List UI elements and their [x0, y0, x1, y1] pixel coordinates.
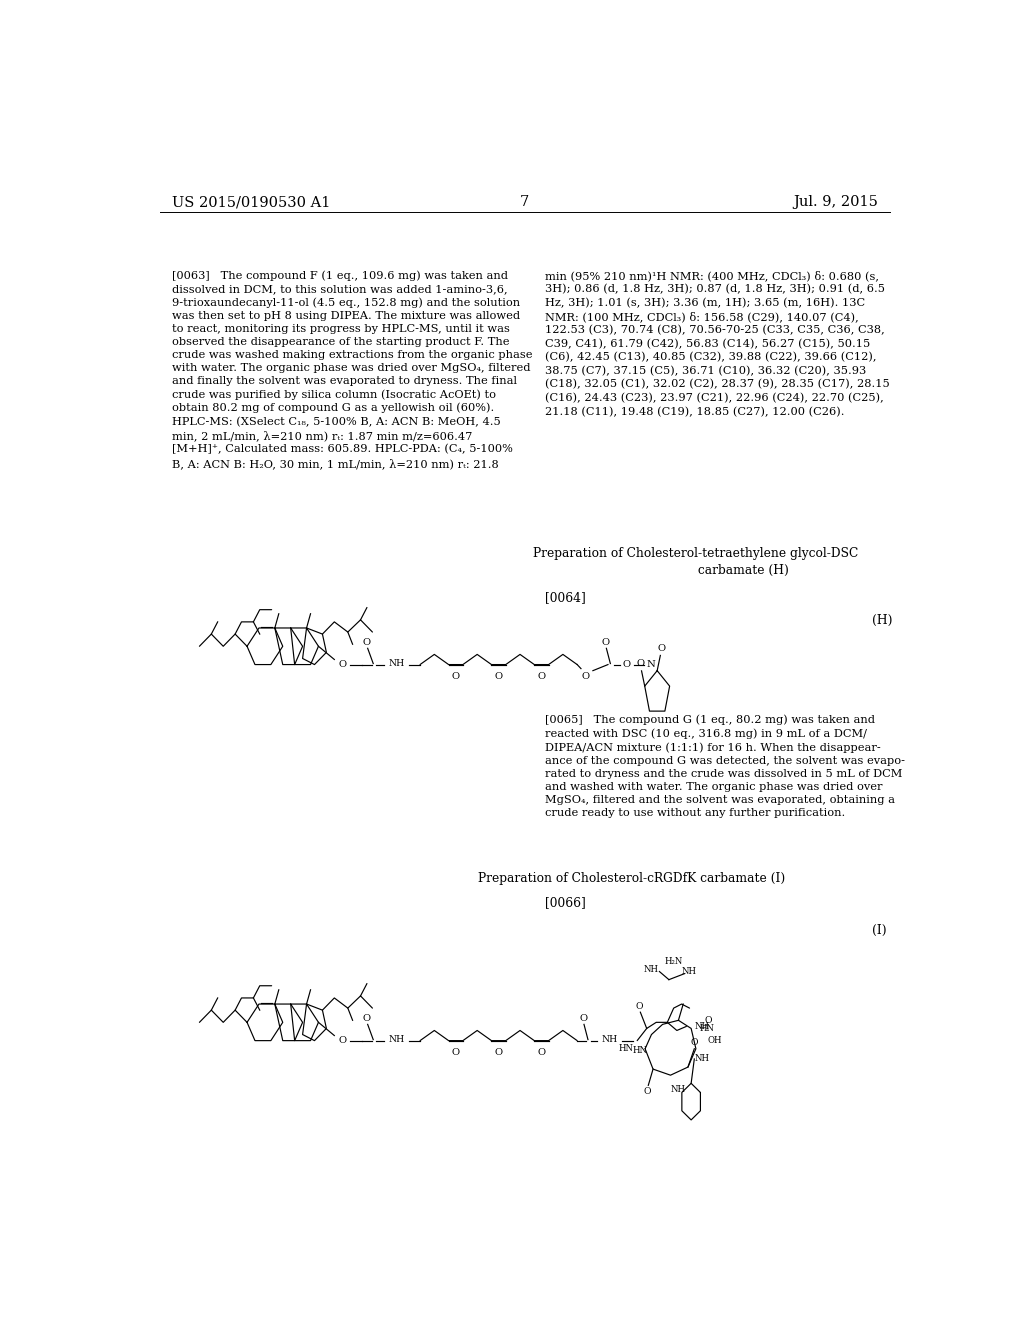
Text: O: O [690, 1038, 698, 1047]
Text: O: O [362, 1014, 371, 1023]
Text: Preparation of Cholesterol-cRGDfK carbamate (I): Preparation of Cholesterol-cRGDfK carbam… [478, 873, 785, 884]
Text: NH: NH [682, 968, 697, 975]
Text: O: O [644, 1086, 651, 1096]
Text: HN: HN [633, 1047, 648, 1055]
Text: [0063]   The compound F (1 eq., 109.6 mg) was taken and
dissolved in DCM, to thi: [0063] The compound F (1 eq., 109.6 mg) … [172, 271, 532, 469]
Text: O: O [338, 1036, 346, 1045]
Text: O: O [657, 644, 666, 653]
Text: NH: NH [644, 965, 659, 974]
Text: HN: HN [699, 1024, 714, 1034]
Text: O: O [637, 659, 645, 668]
Text: Jul. 9, 2015: Jul. 9, 2015 [793, 195, 878, 209]
Text: NH: NH [694, 1022, 710, 1031]
Text: (I): (I) [872, 924, 887, 937]
Text: NH: NH [388, 659, 404, 668]
Text: O: O [580, 1014, 588, 1023]
Text: O: O [538, 672, 546, 681]
Text: NH: NH [388, 1035, 404, 1044]
Text: O: O [705, 1016, 713, 1024]
Text: NH: NH [671, 1085, 686, 1094]
Text: HN: HN [618, 1044, 634, 1053]
Text: [0065]   The compound G (1 eq., 80.2 mg) was taken and
reacted with DSC (10 eq.,: [0065] The compound G (1 eq., 80.2 mg) w… [545, 714, 904, 818]
Text: NH: NH [694, 1055, 710, 1064]
Text: Preparation of Cholesterol-tetraethylene glycol-DSC
                         car: Preparation of Cholesterol-tetraethylene… [532, 546, 858, 577]
Text: O: O [362, 638, 371, 647]
Text: O: O [582, 672, 590, 681]
Text: O: O [601, 638, 609, 647]
Text: min (95% 210 nm)¹H NMR: (400 MHz, CDCl₃) δ: 0.680 (s,
3H); 0.86 (d, 1.8 Hz, 3H);: min (95% 210 nm)¹H NMR: (400 MHz, CDCl₃)… [545, 271, 890, 417]
Text: OH: OH [707, 1036, 722, 1045]
Text: O: O [452, 672, 460, 681]
Text: (H): (H) [872, 614, 893, 627]
Text: O: O [538, 1048, 546, 1057]
Text: O: O [636, 1002, 643, 1011]
Text: O: O [495, 672, 503, 681]
Text: [0064]: [0064] [545, 591, 586, 605]
Text: O: O [452, 1048, 460, 1057]
Text: N: N [646, 660, 655, 669]
Text: [0066]: [0066] [545, 896, 586, 909]
Text: O: O [338, 660, 346, 669]
Text: US 2015/0190530 A1: US 2015/0190530 A1 [172, 195, 330, 209]
Text: NH: NH [601, 1035, 617, 1044]
Text: O: O [623, 660, 631, 669]
Text: O: O [495, 1048, 503, 1057]
Text: H₂N: H₂N [665, 957, 683, 966]
Text: 7: 7 [520, 195, 529, 209]
